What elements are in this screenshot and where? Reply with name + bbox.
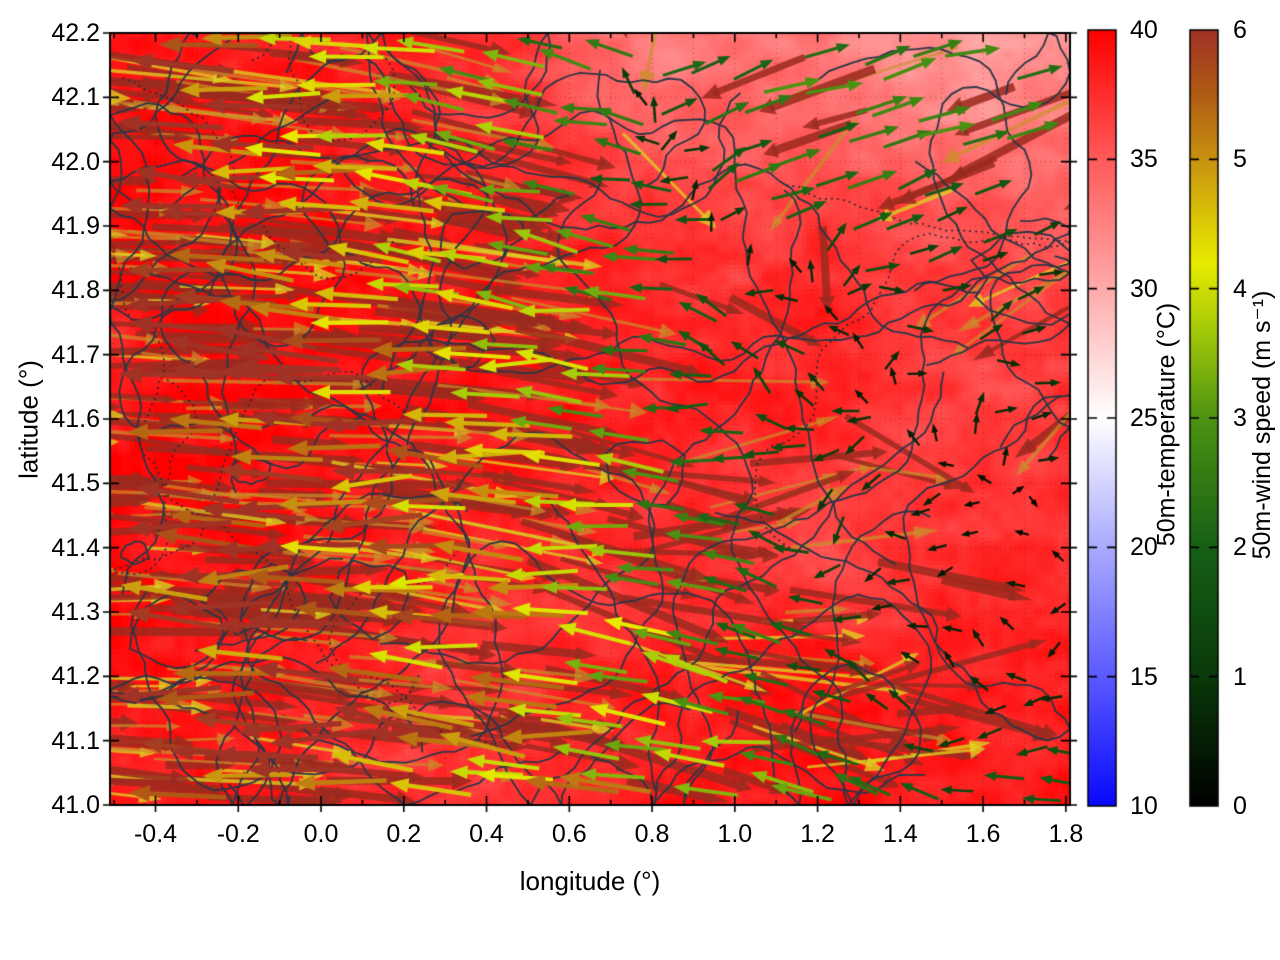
y-tick-label: 41.0 <box>51 791 100 819</box>
temp-colorbar-tick-label: 35 <box>1130 145 1158 174</box>
temp-colorbar-tick-label: 40 <box>1130 16 1158 44</box>
y-tick-label: 41.2 <box>51 662 100 691</box>
y-tick-label: 41.3 <box>51 598 100 626</box>
y-tick-label: 42.2 <box>51 19 100 47</box>
x-tick-label: -0.4 <box>133 820 178 848</box>
y-tick-label: 41.6 <box>51 405 100 433</box>
x-tick-label: 1.2 <box>800 820 835 848</box>
wind-colorbar-tick-label: 6 <box>1233 16 1247 44</box>
x-tick-label: -0.2 <box>216 820 260 848</box>
x-tick-label: 1.0 <box>717 820 753 848</box>
y-tick-label: 41.9 <box>51 212 100 240</box>
wind-colorbar-tick-label: 0 <box>1233 792 1247 820</box>
y-tick-label: 42.1 <box>51 83 100 112</box>
wind-colorbar-tick-label: 2 <box>1233 533 1247 562</box>
wind-colorbar-tick-label: 4 <box>1233 274 1247 303</box>
wind-colorbar-tick-label: 5 <box>1233 145 1247 174</box>
y-tick-label: 42.0 <box>51 147 100 176</box>
temp-colorbar-tick-label: 15 <box>1130 662 1158 691</box>
y-tick-label: 41.1 <box>51 726 100 755</box>
temp-colorbar-tick-label: 20 <box>1130 533 1158 562</box>
x-tick-label: 1.4 <box>882 820 918 848</box>
wind-colorbar-tick-label: 1 <box>1233 662 1247 691</box>
temp-colorbar-tick-label: 25 <box>1130 404 1158 432</box>
y-tick-label: 41.7 <box>51 340 100 369</box>
x-tick-label: 0.8 <box>634 820 670 848</box>
y-tick-label: 41.8 <box>51 276 100 305</box>
y-tick-label: 41.4 <box>51 533 100 562</box>
x-tick-label: 0.2 <box>386 820 422 848</box>
temp-colorbar-tick-label: 30 <box>1130 274 1158 303</box>
y-tick-label: 41.5 <box>51 469 100 498</box>
x-tick-label: 1.8 <box>1048 820 1084 848</box>
x-tick-label: 0.6 <box>551 820 587 848</box>
x-tick-label: 1.6 <box>965 820 1001 848</box>
wind-colorbar-tick-label: 3 <box>1233 404 1247 432</box>
x-tick-label: 0.0 <box>303 820 339 848</box>
x-axis-title: longitude (°) <box>519 866 661 896</box>
x-tick-label: 0.4 <box>469 820 504 848</box>
temp-colorbar-tick-label: 10 <box>1130 792 1158 820</box>
